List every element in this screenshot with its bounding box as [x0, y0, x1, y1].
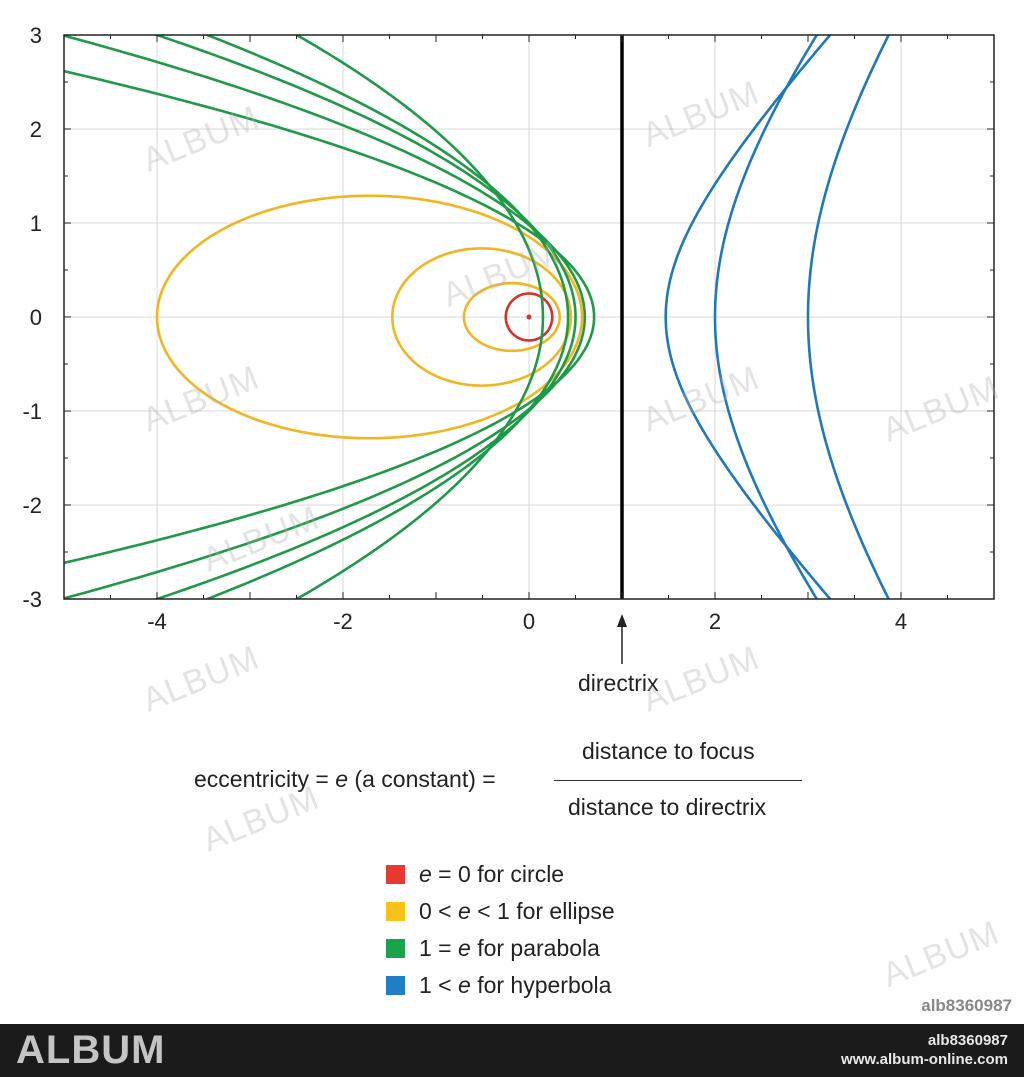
- y-tick-label: -2: [22, 493, 42, 518]
- legend-item-ellipse: 0 < e < 1 for ellipse: [386, 893, 615, 930]
- parabola-curve: [64, 69, 596, 565]
- formula-lhs-post: (a constant) =: [348, 766, 496, 792]
- y-tick-label: 2: [30, 117, 42, 142]
- footer-logo: ALBUM: [16, 1028, 166, 1072]
- legend-item-circle: e = 0 for circle: [386, 856, 615, 893]
- legend-swatch-hyperbola: [386, 976, 405, 995]
- conic-sections-chart: -4 -2 0 2 4 3 2 1 0 -1 -2 -3: [22, 23, 995, 664]
- parabola-curve: [64, 35, 587, 599]
- watermark-text: ALBUM: [877, 913, 1005, 995]
- legend-text-ellipse: 0 < e < 1 for ellipse: [419, 898, 615, 924]
- x-tick-label: -2: [333, 609, 353, 634]
- legend-swatch-circle: [386, 865, 405, 884]
- footer-bar: ALBUM alb8360987 www.album-online.com: [0, 1024, 1024, 1077]
- formula-numerator: distance to focus: [582, 738, 755, 764]
- directrix-arrow-head: [617, 614, 627, 627]
- curves: [64, 35, 891, 599]
- focus-point: [526, 314, 532, 320]
- legend-swatch-parabola: [386, 939, 405, 958]
- y-tick-label: -3: [22, 587, 42, 612]
- legend-swatch-ellipse: [386, 902, 405, 921]
- directrix: [617, 35, 627, 664]
- legend-text-parabola: 1 = e for parabola: [419, 935, 600, 961]
- hyperbola-curve: [806, 35, 891, 599]
- parabola-curve: [203, 35, 570, 599]
- formula-denominator: distance to directrix: [568, 794, 767, 820]
- parabola-curve: [294, 35, 545, 599]
- image-id-label: alb8360987: [921, 996, 1012, 1015]
- legend-item-hyperbola: 1 < e for hyperbola: [386, 967, 615, 1004]
- y-tick-label: 0: [30, 305, 42, 330]
- y-tick-label: 1: [30, 211, 42, 236]
- x-tick-label: 2: [709, 609, 721, 634]
- formula-lhs-e: e: [335, 766, 349, 792]
- x-tick-label: 0: [523, 609, 535, 634]
- x-tick-label: -4: [147, 609, 167, 634]
- y-tick-label: -1: [22, 399, 42, 424]
- y-tick-label: 3: [30, 23, 42, 48]
- focus-dot: [526, 314, 532, 320]
- ellipse-curve: [462, 281, 561, 353]
- ellipse-curve: [155, 194, 584, 440]
- legend: e = 0 for circle 0 < e < 1 for ellipse 1…: [386, 856, 615, 1004]
- hyperbola-curve: [713, 35, 819, 599]
- eccentricity-formula: eccentricity = e (a constant) = distance…: [194, 738, 814, 828]
- footer-website: www.album-online.com: [841, 1051, 1008, 1068]
- x-tick-label: 4: [895, 609, 907, 634]
- legend-text-hyperbola: 1 < e for hyperbola: [419, 972, 612, 998]
- legend-text-circle: e = 0 for circle: [419, 861, 565, 887]
- formula-lhs-pre: eccentricity =: [194, 766, 336, 792]
- ellipse-curve: [390, 247, 573, 387]
- formula-fraction-bar: [554, 780, 802, 781]
- legend-item-parabola: 1 = e for parabola: [386, 930, 615, 967]
- formula-lhs: eccentricity = e (a constant) =: [194, 766, 496, 793]
- axis-ticks: -4 -2 0 2 4 3 2 1 0 -1 -2 -3: [22, 23, 995, 634]
- parabola-curve: [152, 35, 577, 599]
- hyperbola-curve: [664, 35, 832, 599]
- directrix-label: directrix: [578, 670, 659, 696]
- footer-image-id: alb8360987: [927, 1032, 1008, 1049]
